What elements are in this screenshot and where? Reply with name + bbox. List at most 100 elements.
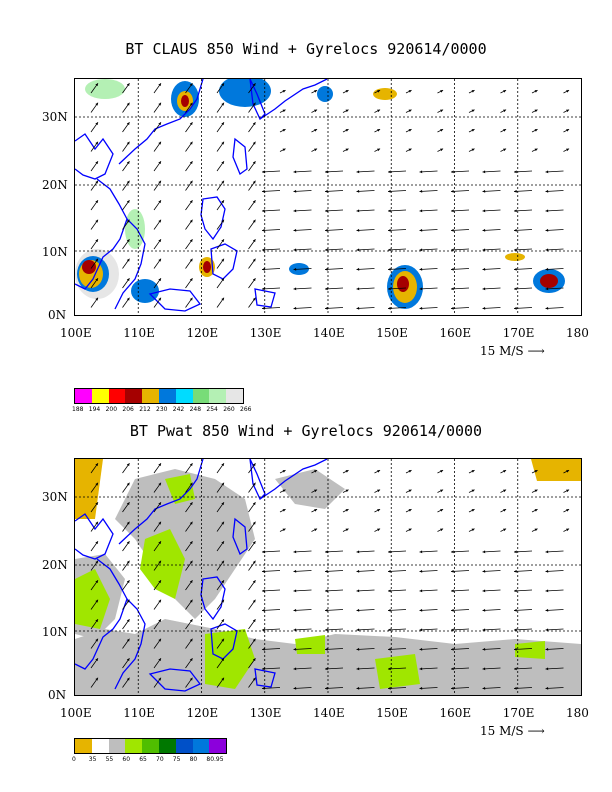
panel1-lat-10n: 10N <box>42 245 68 259</box>
wind-arrow-head <box>419 608 423 612</box>
wind-arrow-head <box>126 580 130 584</box>
colorbar-swatch <box>209 739 227 753</box>
panel2-lon-label: 110E <box>123 706 155 720</box>
wind-arrow <box>293 209 312 212</box>
wind-arrow-head <box>252 677 256 681</box>
wind-arrow-head <box>419 209 423 213</box>
wind-arrow-head <box>388 170 391 174</box>
wind-arrow-head <box>126 102 130 106</box>
wind-arrow-head <box>440 528 444 532</box>
wind-arrow-head <box>158 677 161 681</box>
wind-arrow-head <box>95 521 98 525</box>
wind-arrow-head <box>325 686 328 690</box>
wind-arrow-head <box>221 297 224 301</box>
wind-arrow-head <box>388 667 391 671</box>
wind-arrow-head <box>262 589 265 593</box>
wind-arrow-head <box>356 589 360 593</box>
wind-arrow-head <box>408 489 412 493</box>
wind-arrow-head <box>189 141 193 145</box>
wind-arrow-head <box>158 200 161 204</box>
panel1-lon-label: 110E <box>123 326 155 340</box>
wind-arrow-head <box>377 109 381 113</box>
wind-arrow-head <box>158 180 161 184</box>
coastline <box>210 243 238 280</box>
wind-arrow-head <box>471 470 475 473</box>
wind-arrow <box>513 550 533 553</box>
wind-arrow-head <box>221 258 224 262</box>
wind-arrow-head <box>252 521 256 525</box>
wind-arrow-head <box>221 141 224 145</box>
wind-arrow-head <box>221 200 224 204</box>
wind-arrow <box>387 229 407 231</box>
wind-arrow-head <box>293 170 297 174</box>
wind-arrow-head <box>252 200 256 204</box>
wind-arrow-head <box>293 228 297 232</box>
coastline <box>75 513 114 560</box>
wind-arrow <box>387 268 407 270</box>
wind-arrow-head <box>451 569 454 573</box>
wind-arrow-head <box>158 161 161 165</box>
wind-arrow-head <box>377 528 381 532</box>
wind-arrow-head <box>566 90 570 93</box>
wind-arrow-head <box>482 189 486 193</box>
wind-arrow <box>545 570 564 572</box>
panel2-lon-label: 130E <box>249 706 282 720</box>
wind-arrow <box>513 687 533 689</box>
wind-arrow <box>324 248 344 251</box>
wind-arrow <box>324 667 344 670</box>
wind-arrow <box>419 570 438 572</box>
wind-arrow-head <box>158 239 161 243</box>
wind-arrow-head <box>262 647 265 651</box>
wind-arrow-head <box>262 228 265 232</box>
wind-arrow <box>513 170 533 173</box>
wind-arrow-head <box>126 141 130 145</box>
wind-arrow-head <box>482 667 486 671</box>
wind-arrow-head <box>388 189 391 193</box>
wind-arrow-head <box>189 599 193 603</box>
coastline <box>254 288 276 308</box>
wind-arrow-head <box>293 647 297 651</box>
wind-arrow-head <box>482 170 486 174</box>
wind-arrow <box>450 687 470 689</box>
pwat-region <box>275 469 345 509</box>
wind-arrow <box>482 248 501 251</box>
wind-arrow-head <box>252 141 256 145</box>
wind-arrow-head <box>221 102 224 106</box>
wind-arrow <box>356 307 375 309</box>
colorbar-swatch <box>226 389 243 403</box>
wind-arrow-head <box>158 580 161 584</box>
wind-arrow-head <box>514 228 517 232</box>
wind-arrow <box>293 190 312 192</box>
cloud-top-region <box>317 86 333 102</box>
wind-arrow-head <box>482 686 486 690</box>
panel2-lat-20n: 20N <box>42 558 68 572</box>
wind-arrow <box>387 687 407 689</box>
wind-arrow <box>545 287 564 290</box>
wind-arrow-head <box>451 667 454 671</box>
wind-arrow-head <box>293 189 297 193</box>
wind-arrow-head <box>545 267 549 271</box>
wind-arrow <box>545 667 564 670</box>
wind-arrow <box>356 170 375 173</box>
wind-arrow-head <box>503 129 507 132</box>
wind-arrow-head <box>545 287 549 291</box>
wind-arrow-head <box>95 219 98 223</box>
wind-arrow-head <box>126 541 130 545</box>
panel1-colorbar <box>74 388 244 404</box>
cloud-top-region <box>505 253 525 261</box>
wind-arrow <box>545 268 564 270</box>
wind-arrow-head <box>158 83 161 87</box>
coastline <box>259 79 328 120</box>
wind-arrow-head <box>189 122 193 126</box>
pwat-region <box>75 459 103 519</box>
panel2-lon-label: 150E <box>376 706 408 720</box>
wind-arrow-head <box>503 528 507 532</box>
wind-arrow-head <box>356 228 360 232</box>
wind-arrow-head <box>356 189 360 193</box>
wind-arrow-head <box>566 109 570 113</box>
wind-arrow-head <box>293 306 297 310</box>
wind-arrow-head <box>514 189 517 193</box>
wind-arrow-head <box>356 550 360 554</box>
wind-arrow <box>482 628 501 631</box>
wind-arrow-head <box>126 638 130 642</box>
